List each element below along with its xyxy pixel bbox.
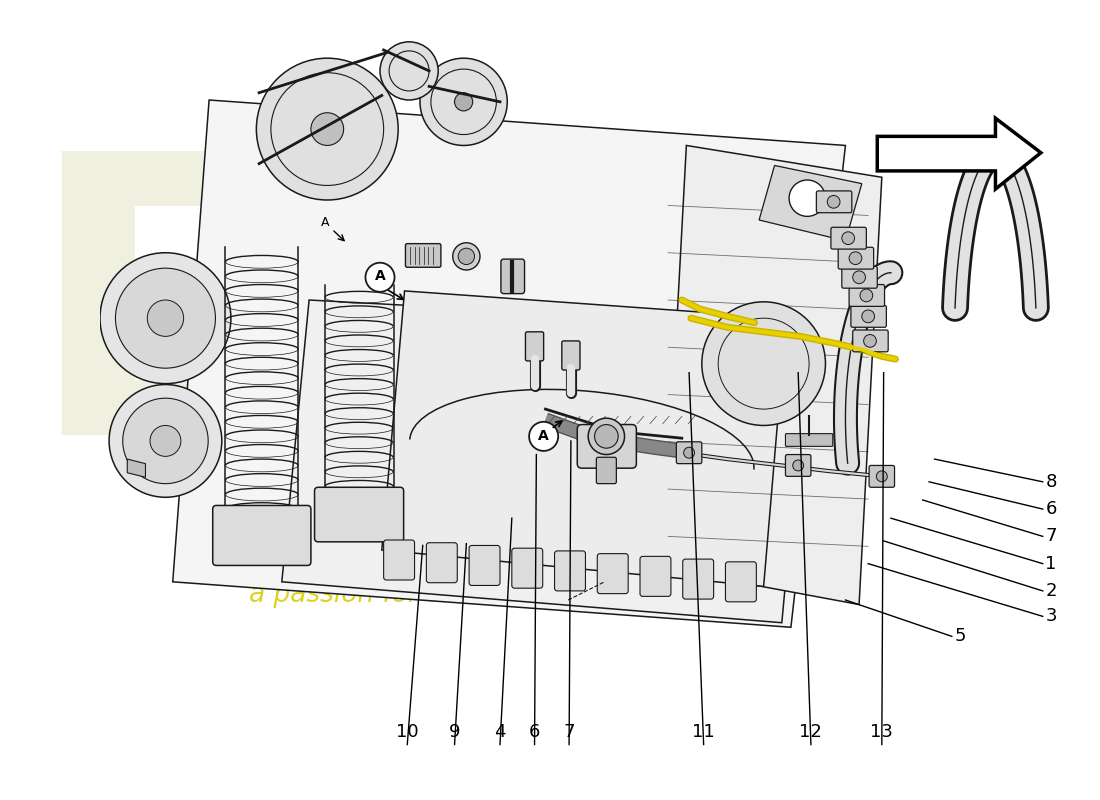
- Circle shape: [852, 271, 866, 284]
- FancyBboxPatch shape: [406, 244, 441, 267]
- Circle shape: [147, 300, 184, 336]
- Circle shape: [256, 58, 398, 200]
- FancyBboxPatch shape: [842, 266, 878, 288]
- Text: EL: EL: [25, 138, 539, 516]
- Text: 9: 9: [449, 723, 460, 741]
- Circle shape: [861, 310, 875, 322]
- FancyBboxPatch shape: [500, 259, 525, 294]
- Circle shape: [379, 42, 438, 100]
- FancyBboxPatch shape: [597, 554, 628, 594]
- FancyBboxPatch shape: [676, 442, 702, 464]
- Text: 6: 6: [529, 723, 540, 741]
- Circle shape: [594, 425, 618, 448]
- Text: 2: 2: [1045, 582, 1057, 600]
- FancyBboxPatch shape: [683, 559, 714, 599]
- Polygon shape: [878, 118, 1041, 189]
- Circle shape: [453, 242, 480, 270]
- FancyBboxPatch shape: [640, 556, 671, 596]
- Polygon shape: [663, 146, 882, 605]
- Circle shape: [683, 447, 694, 458]
- Text: a passion for details: a passion for details: [249, 582, 515, 609]
- Text: A: A: [375, 270, 385, 283]
- Circle shape: [849, 252, 861, 265]
- FancyBboxPatch shape: [830, 227, 867, 249]
- Circle shape: [150, 426, 180, 456]
- FancyBboxPatch shape: [427, 542, 458, 582]
- Circle shape: [311, 113, 343, 146]
- FancyBboxPatch shape: [816, 191, 851, 213]
- Circle shape: [116, 268, 216, 368]
- Circle shape: [877, 471, 888, 482]
- FancyBboxPatch shape: [785, 454, 811, 476]
- FancyBboxPatch shape: [852, 330, 888, 352]
- Text: 5: 5: [955, 627, 966, 646]
- FancyBboxPatch shape: [212, 506, 311, 566]
- Text: 6: 6: [1045, 500, 1057, 518]
- FancyBboxPatch shape: [512, 548, 542, 588]
- Circle shape: [420, 58, 507, 146]
- Circle shape: [827, 195, 840, 208]
- Polygon shape: [759, 166, 861, 241]
- Circle shape: [793, 460, 804, 471]
- Circle shape: [588, 418, 625, 454]
- FancyBboxPatch shape: [554, 551, 585, 591]
- FancyBboxPatch shape: [562, 341, 580, 370]
- Circle shape: [454, 93, 473, 111]
- Circle shape: [842, 232, 855, 245]
- Circle shape: [860, 289, 872, 302]
- Text: 4: 4: [494, 723, 506, 741]
- FancyBboxPatch shape: [838, 247, 873, 269]
- Polygon shape: [382, 291, 786, 586]
- Text: 11: 11: [692, 723, 715, 741]
- FancyBboxPatch shape: [785, 434, 833, 446]
- FancyBboxPatch shape: [315, 487, 404, 542]
- Circle shape: [864, 334, 877, 347]
- Text: 8: 8: [1045, 473, 1057, 491]
- Circle shape: [789, 180, 825, 216]
- FancyBboxPatch shape: [596, 458, 616, 484]
- Circle shape: [459, 248, 474, 265]
- FancyBboxPatch shape: [469, 546, 500, 586]
- FancyBboxPatch shape: [851, 306, 887, 327]
- FancyBboxPatch shape: [578, 425, 637, 468]
- FancyBboxPatch shape: [726, 562, 757, 602]
- Circle shape: [702, 302, 825, 426]
- FancyBboxPatch shape: [384, 540, 415, 580]
- Text: 7: 7: [1045, 527, 1057, 546]
- Text: 10: 10: [396, 723, 419, 741]
- Circle shape: [100, 253, 231, 384]
- Text: 13: 13: [870, 723, 893, 741]
- Text: 3: 3: [1045, 607, 1057, 626]
- Circle shape: [365, 262, 395, 292]
- Polygon shape: [282, 300, 810, 622]
- Circle shape: [123, 398, 208, 484]
- FancyBboxPatch shape: [869, 466, 894, 487]
- Text: 12: 12: [800, 723, 823, 741]
- FancyBboxPatch shape: [526, 332, 543, 361]
- Polygon shape: [128, 459, 145, 478]
- Text: A: A: [538, 430, 549, 443]
- Text: 7: 7: [563, 723, 575, 741]
- Circle shape: [529, 422, 558, 451]
- Text: A: A: [321, 216, 330, 230]
- Circle shape: [109, 385, 222, 498]
- Text: 1: 1: [1045, 554, 1057, 573]
- FancyBboxPatch shape: [849, 285, 884, 306]
- Polygon shape: [173, 100, 846, 627]
